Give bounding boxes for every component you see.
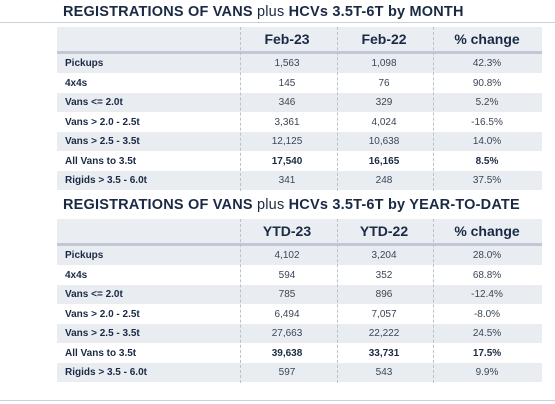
table1-col-header: % change (454, 31, 520, 47)
row-percent-change: 42.3% (472, 58, 502, 69)
table1-title-main: REGISTRATIONS OF VANS (63, 4, 253, 20)
row-value-current: 3,361 (274, 116, 300, 128)
row-value-current: 4,102 (274, 250, 300, 261)
row-percent-change: 24.5% (472, 328, 502, 339)
row-value-current: 17,540 (271, 155, 303, 167)
row-percent-change: 17.5% (472, 347, 502, 359)
row-value-current: 597 (278, 367, 296, 378)
row-value-current: 12,125 (271, 136, 303, 147)
table2-title-sub: HCVs 3.5T-6T by YEAR-TO-DATE (288, 197, 520, 213)
table2-col-header: YTD-22 (359, 223, 409, 239)
column-separator (240, 27, 241, 191)
table1-title: REGISTRATIONS OF VANS plus HCVs 3.5T-6T … (63, 4, 464, 20)
row-label: Vans > 2.0 - 2.5t (65, 116, 140, 128)
row-value-previous: 352 (375, 269, 393, 281)
top-divider (0, 22, 555, 23)
row-percent-change: 14.0% (472, 136, 502, 147)
row-label: Vans > 2.0 - 2.5t (65, 308, 140, 320)
row-value-current: 341 (278, 175, 296, 186)
row-value-previous: 3,204 (371, 250, 397, 261)
row-label: All Vans to 3.5t (65, 347, 137, 359)
row-percent-change: -16.5% (471, 116, 503, 128)
row-label: Vans > 2.5 - 3.5t (65, 328, 140, 339)
row-value-current: 27,663 (271, 328, 303, 339)
row-value-previous: 896 (375, 289, 393, 300)
row-value-current: 346 (278, 97, 296, 108)
column-separator (337, 219, 338, 383)
row-percent-change: -12.4% (471, 289, 503, 300)
column-separator (433, 27, 434, 191)
table1-header: Feb-23 Feb-22 % change (57, 27, 542, 54)
row-percent-change: 9.9% (475, 367, 499, 378)
table2-title-main: REGISTRATIONS OF VANS (63, 197, 253, 213)
column-separator (337, 27, 338, 191)
row-label: Vans <= 2.0t (65, 289, 123, 300)
table1-title-plus: plus (257, 4, 285, 20)
row-value-previous: 10,638 (368, 136, 400, 147)
table1-col-header: Feb-22 (361, 31, 407, 47)
table2-title: REGISTRATIONS OF VANS plus HCVs 3.5T-6T … (63, 197, 520, 213)
row-value-previous: 33,731 (368, 347, 400, 359)
row-value-previous: 4,024 (371, 116, 397, 128)
table-row: Rigids > 3.5 - 6.0t 597 543 9.9% (57, 363, 542, 382)
column-separator (240, 219, 241, 383)
row-label: Vans > 2.5 - 3.5t (65, 136, 140, 147)
table2-title-plus: plus (257, 197, 285, 213)
row-label: Vans <= 2.0t (65, 97, 123, 108)
table2-col-header: % change (454, 223, 520, 239)
bottom-divider (0, 400, 555, 401)
row-percent-change: 8.5% (475, 155, 499, 167)
row-value-previous: 22,222 (368, 328, 400, 339)
row-value-current: 594 (278, 269, 296, 281)
row-value-current: 6,494 (274, 308, 300, 320)
table1-col-header: Feb-23 (264, 31, 310, 47)
table-row: All Vans to 3.5t 17,540 16,165 8.5% (57, 152, 542, 171)
table-row: 4x4s 594 352 68.8% (57, 266, 542, 285)
table-row: Pickups 4,102 3,204 28.0% (57, 246, 542, 265)
row-label: All Vans to 3.5t (65, 155, 137, 167)
row-value-previous: 16,165 (368, 155, 400, 167)
table-row: Rigids > 3.5 - 6.0t 341 248 37.5% (57, 171, 542, 190)
table-row: Vans > 2.0 - 2.5t 3,361 4,024 -16.5% (57, 113, 542, 132)
row-value-current: 145 (278, 77, 296, 89)
row-value-previous: 329 (375, 97, 393, 108)
table-row: All Vans to 3.5t 39,638 33,731 17.5% (57, 344, 542, 363)
row-value-previous: 1,098 (371, 58, 397, 69)
row-label: 4x4s (65, 269, 88, 281)
row-value-previous: 248 (375, 175, 393, 186)
row-percent-change: 90.8% (472, 77, 502, 89)
row-label: 4x4s (65, 77, 88, 89)
row-value-current: 39,638 (271, 347, 303, 359)
row-percent-change: 68.8% (472, 269, 502, 281)
row-value-current: 785 (278, 289, 296, 300)
row-label: Pickups (65, 250, 104, 261)
table-row: Vans <= 2.0t 785 896 -12.4% (57, 285, 542, 304)
table-row: Vans <= 2.0t 346 329 5.2% (57, 93, 542, 112)
row-value-previous: 543 (375, 367, 393, 378)
row-label: Rigids > 3.5 - 6.0t (65, 175, 147, 186)
row-value-previous: 7,057 (371, 308, 397, 320)
table1-title-sub: HCVs 3.5T-6T by MONTH (288, 4, 464, 20)
row-value-previous: 76 (378, 77, 390, 89)
table-row: 4x4s 145 76 90.8% (57, 74, 542, 93)
row-label: Rigids > 3.5 - 6.0t (65, 367, 147, 378)
table-row: Pickups 1,563 1,098 42.3% (57, 54, 542, 73)
table-row: Vans > 2.0 - 2.5t 6,494 7,057 -8.0% (57, 305, 542, 324)
row-percent-change: 5.2% (475, 97, 499, 108)
row-percent-change: -8.0% (473, 308, 501, 320)
table2-col-header: YTD-23 (262, 223, 312, 239)
row-label: Pickups (65, 58, 104, 69)
table2-header: YTD-23 YTD-22 % change (57, 219, 542, 246)
table-row: Vans > 2.5 - 3.5t 12,125 10,638 14.0% (57, 132, 542, 151)
table-row: Vans > 2.5 - 3.5t 27,663 22,222 24.5% (57, 324, 542, 343)
row-value-current: 1,563 (274, 58, 300, 69)
row-percent-change: 28.0% (472, 250, 502, 261)
column-separator (433, 219, 434, 383)
row-percent-change: 37.5% (472, 175, 502, 186)
